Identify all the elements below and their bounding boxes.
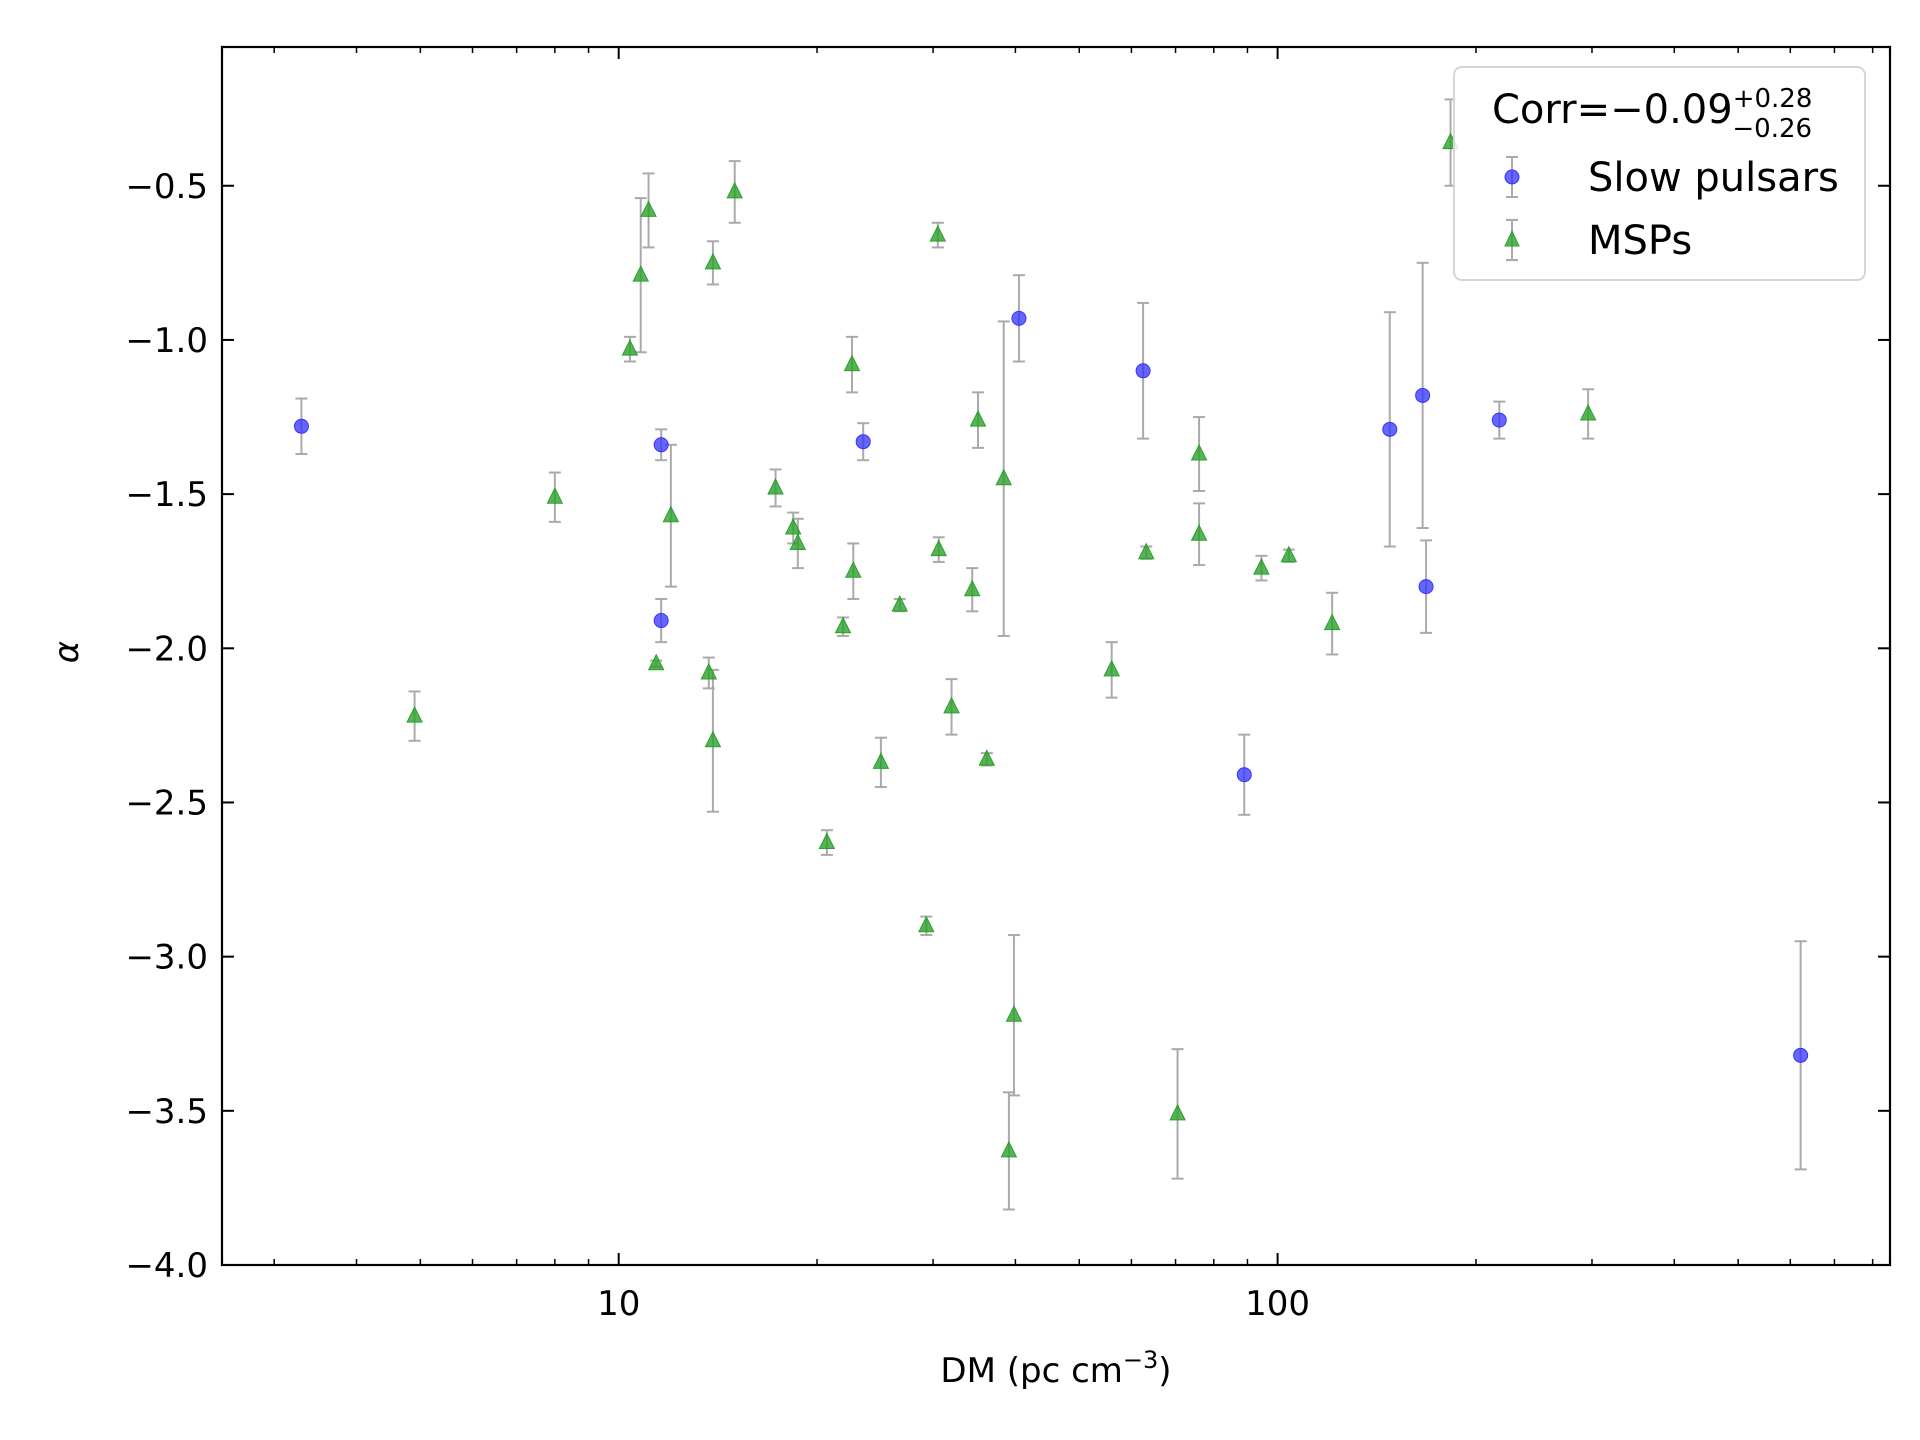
msp-point xyxy=(726,181,744,199)
msp-point xyxy=(943,696,960,714)
msp-point xyxy=(1323,613,1341,631)
msp-point xyxy=(1005,1005,1023,1022)
msp-point xyxy=(978,749,996,766)
msp-point xyxy=(1190,443,1208,461)
msp-point xyxy=(1000,1140,1018,1158)
msp-point xyxy=(995,468,1013,486)
slow-pulsar-point xyxy=(293,418,309,434)
msp-point xyxy=(789,533,807,550)
slow-pulsar-point xyxy=(1382,421,1398,437)
y-tick-label: −1.5 xyxy=(125,475,208,515)
slow-pulsar-point xyxy=(1415,387,1431,403)
y-tick-label: −2.5 xyxy=(125,783,208,823)
y-tick-label: −4.0 xyxy=(125,1246,208,1286)
slow-pulsar-point xyxy=(653,613,669,629)
slow-pulsar-point xyxy=(1236,767,1252,783)
y-tick-label: −3.5 xyxy=(125,1092,208,1132)
msp-point xyxy=(704,730,722,748)
x-axis: 10 100 xyxy=(273,47,1874,1324)
slow-pulsar-point xyxy=(1418,579,1434,595)
legend-marker-slow-pulsars xyxy=(1504,169,1520,185)
msp-point xyxy=(818,832,836,850)
msp-point xyxy=(929,224,947,242)
msp-point xyxy=(918,915,935,933)
msp-point xyxy=(1137,542,1155,560)
data-markers xyxy=(293,132,1809,1158)
slow-pulsar-point xyxy=(855,434,871,450)
y-tick-label: −1.0 xyxy=(125,321,208,361)
msp-point xyxy=(632,265,650,282)
y-tick-label: −2.0 xyxy=(125,629,208,669)
x-axis-label: DM (pc cm−3) xyxy=(940,1346,1171,1391)
msp-point xyxy=(621,339,639,356)
msp-point xyxy=(640,200,657,217)
msp-point xyxy=(963,579,981,597)
msp-point xyxy=(834,616,852,634)
msp-point xyxy=(767,477,784,495)
legend-marker-msps xyxy=(1504,229,1520,247)
msp-point xyxy=(1190,524,1208,541)
legend-box xyxy=(1453,66,1866,281)
msp-point xyxy=(700,662,718,680)
msp-point xyxy=(969,409,987,427)
x-tick-label: 100 xyxy=(1245,1284,1310,1324)
legend-annotation: Corr=−0.09+0.28 −0.26 xyxy=(1492,84,1812,144)
msp-point xyxy=(843,354,861,372)
slow-pulsar-point xyxy=(1793,1047,1809,1063)
msp-point xyxy=(662,505,680,523)
msp-point xyxy=(1169,1103,1186,1121)
msp-point xyxy=(784,517,802,535)
legend-label-msps: MSPs xyxy=(1588,218,1692,264)
legend: Corr=−0.09+0.28 −0.26 Slow pulsars MSPs xyxy=(1453,66,1866,281)
slow-pulsar-point xyxy=(1011,310,1027,326)
legend-label-slow-pulsars: Slow pulsars xyxy=(1588,155,1839,201)
y-axis-label: α xyxy=(47,641,87,663)
msp-point xyxy=(406,706,423,723)
msp-point xyxy=(1253,558,1270,575)
msp-point xyxy=(891,595,909,612)
msp-point xyxy=(872,752,890,769)
slow-pulsar-point xyxy=(653,437,669,453)
msp-point xyxy=(1280,545,1298,563)
plot-frame xyxy=(220,45,1892,1267)
msp-point xyxy=(844,561,862,578)
msp-point xyxy=(930,539,948,557)
msp-point xyxy=(704,252,722,270)
x-tick-label: 10 xyxy=(597,1284,640,1324)
msp-point xyxy=(1103,659,1120,677)
slow-pulsar-point xyxy=(1491,412,1507,428)
msp-point xyxy=(647,653,665,671)
y-tick-label: −0.5 xyxy=(125,167,208,207)
slow-pulsar-point xyxy=(1135,363,1151,379)
y-tick-label: −3.0 xyxy=(125,938,208,978)
msp-point xyxy=(546,487,564,504)
msp-point xyxy=(1579,403,1597,421)
y-axis: −0.5 −1.0 −1.5 −2.0 −2.5 −3.0 −3.5 −4.0 xyxy=(125,167,1890,1286)
